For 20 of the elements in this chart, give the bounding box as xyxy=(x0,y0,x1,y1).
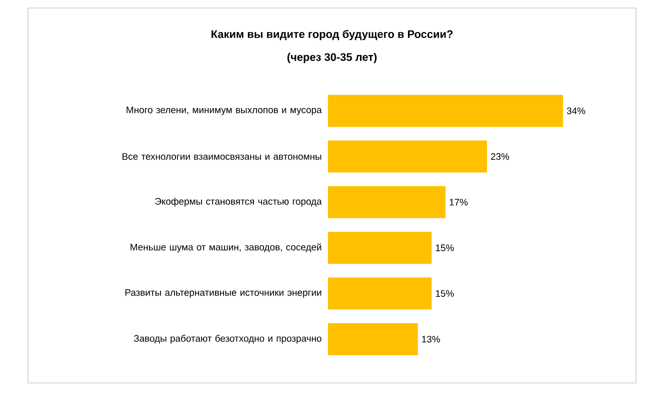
data-label: 23% xyxy=(490,153,510,160)
chart-subtitle: (через 30-35 лет) xyxy=(287,52,377,64)
bar xyxy=(328,186,446,218)
data-label: 15% xyxy=(436,290,454,297)
y-tick-label: Все технологии взаимосвязаны и автономны xyxy=(122,153,322,160)
y-tick-label: Заводы работают безотходно и прозрачно xyxy=(134,334,322,344)
data-label: 13% xyxy=(422,336,440,343)
y-tick-label: Экофермы становятся частью города xyxy=(155,198,322,207)
bar xyxy=(328,232,432,264)
bar xyxy=(328,278,432,310)
bar xyxy=(328,140,487,173)
data-label: 15% xyxy=(436,244,454,252)
y-tick-label: Меньше шума от машин, заводов, соседей xyxy=(130,243,322,252)
data-label: 34% xyxy=(566,107,586,114)
bar xyxy=(328,323,418,356)
y-tick-label: Развиты альтернативные источники энергии xyxy=(125,289,322,298)
y-tick-label: Много зелени, минимум выхлопов и мусора xyxy=(126,106,322,116)
chart-title: Каким вы видите город будущего в России? xyxy=(212,30,453,40)
bar xyxy=(328,94,564,127)
data-label: 17% xyxy=(450,198,468,206)
